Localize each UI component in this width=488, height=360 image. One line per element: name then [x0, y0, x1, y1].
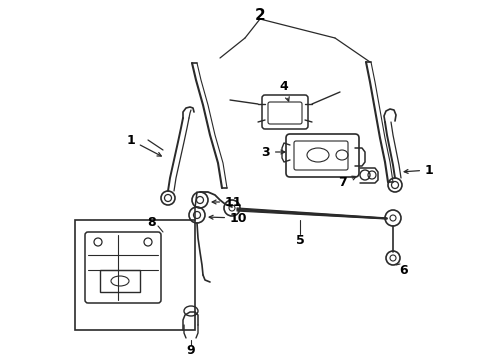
Text: 6: 6 [399, 264, 407, 276]
Text: 3: 3 [261, 145, 284, 158]
Text: 5: 5 [295, 234, 304, 247]
Text: 7: 7 [338, 176, 355, 189]
Text: 1: 1 [126, 134, 161, 156]
Bar [75, 220, 195, 330]
Text: 11: 11 [212, 195, 242, 208]
Text: 1: 1 [404, 163, 433, 176]
Text: 4: 4 [279, 80, 288, 101]
Text: 8: 8 [147, 216, 156, 229]
Text: 2: 2 [254, 8, 265, 23]
Bar [100, 270, 140, 292]
Text: 9: 9 [186, 343, 195, 356]
Text: 10: 10 [209, 212, 247, 225]
